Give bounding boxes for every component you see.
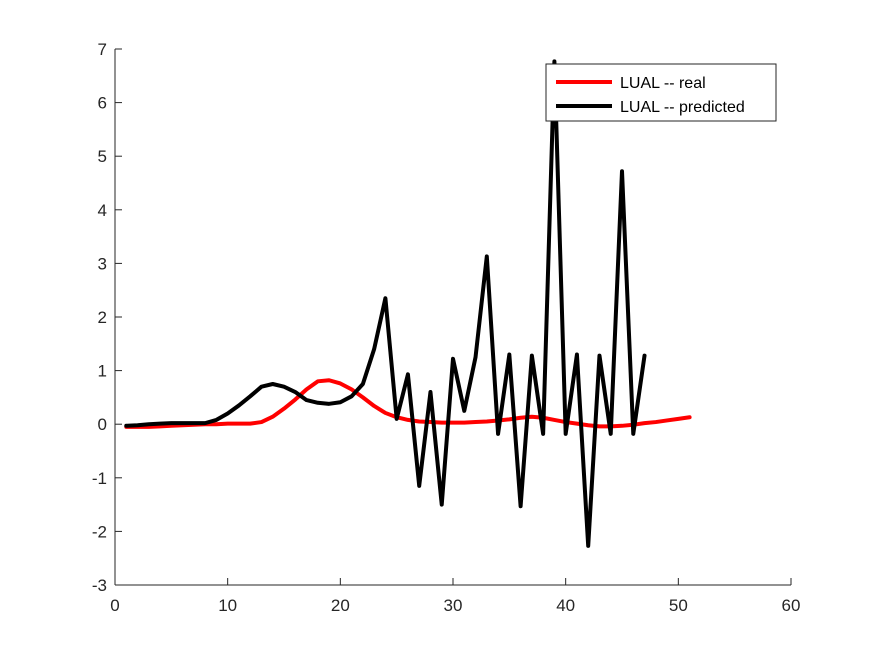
x-tick-label: 30 — [444, 596, 463, 615]
legend-label-predicted: LUAL -- predicted — [620, 99, 745, 116]
y-tick-label: -1 — [92, 469, 107, 488]
axes-layer: 0 10 20 30 40 50 60 -3 -2 -1 0 1 2 3 4 5 6 7 — [92, 40, 801, 615]
legend-label-real: LUAL -- real — [620, 75, 706, 92]
plot-area — [115, 49, 791, 585]
x-tick-label: 10 — [218, 596, 237, 615]
series-layer — [124, 59, 692, 548]
x-tick-label: 50 — [669, 596, 688, 615]
y-tick-label: 2 — [98, 308, 107, 327]
y-tick-label: 1 — [98, 362, 107, 381]
y-tick-label: 7 — [98, 40, 107, 59]
y-tick-label: 6 — [98, 94, 107, 113]
y-tick-label: 4 — [98, 201, 107, 220]
legend-box — [545, 63, 777, 122]
y-tick-label: 3 — [98, 254, 107, 273]
legend: LUAL -- real LUAL -- predicted — [545, 63, 777, 122]
y-tick-label: 5 — [98, 147, 107, 166]
x-tick-label: 0 — [110, 596, 119, 615]
x-tick-label: 40 — [556, 596, 575, 615]
y-tick-label: 0 — [98, 415, 107, 434]
y-tick-label: -3 — [92, 576, 107, 595]
x-tick-label: 60 — [782, 596, 801, 615]
series-line-predicted — [124, 59, 647, 548]
x-tick-label: 20 — [331, 596, 350, 615]
y-tick-label: -2 — [92, 522, 107, 541]
